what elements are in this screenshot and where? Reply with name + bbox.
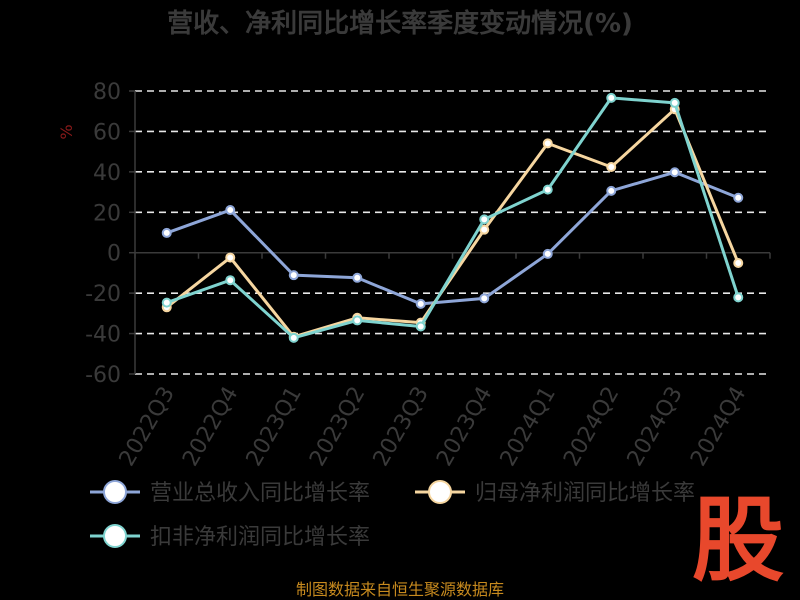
x-tick-label: 2024Q4	[686, 383, 751, 471]
data-point	[542, 138, 553, 149]
data-point	[479, 293, 490, 304]
series-line	[166, 96, 740, 340]
data-point	[415, 298, 426, 309]
data-point	[225, 275, 236, 286]
data-point	[733, 258, 744, 269]
data-point	[479, 214, 490, 225]
data-source-note: 制图数据来自恒生聚源数据库	[296, 580, 504, 599]
legend-label: 营业总收入同比增长率	[150, 481, 370, 506]
x-tick-label: 2024Q3	[623, 383, 688, 471]
y-tick-label: 80	[93, 80, 121, 105]
data-point	[606, 92, 617, 103]
data-point	[161, 297, 172, 308]
legend-item: 扣非净利润同比增长率	[90, 524, 370, 550]
data-point	[225, 252, 236, 263]
y-tick-label: 20	[93, 201, 121, 226]
series-1	[161, 167, 744, 309]
y-tick-labels: 80 60 40 20 0 -20 -40 -60	[85, 80, 121, 388]
legend-marker	[428, 480, 452, 504]
x-tick-label: 2022Q3	[115, 383, 180, 471]
data-point	[352, 272, 363, 283]
legend-item: 营业总收入同比增长率	[90, 480, 370, 506]
gridlines	[135, 90, 770, 375]
legend-item: 归母净利润同比增长率	[415, 480, 695, 506]
data-point	[733, 292, 744, 303]
data-point	[415, 321, 426, 332]
series-line	[166, 170, 739, 306]
y-tick-label: -40	[85, 323, 121, 348]
data-point	[669, 167, 680, 178]
legend-marker	[103, 480, 127, 504]
series-2	[161, 104, 744, 342]
series-3	[161, 92, 744, 343]
data-point	[606, 185, 617, 196]
x-tick-label: 2024Q2	[559, 383, 624, 471]
x-tick-label: 2023Q2	[305, 383, 370, 471]
x-tick-label: 2022Q4	[178, 383, 243, 471]
x-tick-labels: 2022Q32022Q42023Q12023Q22023Q32023Q42024…	[115, 383, 752, 471]
x-tick-label: 2023Q4	[432, 383, 497, 471]
x-tick-label: 2023Q1	[242, 383, 307, 471]
data-point	[225, 205, 236, 216]
data-point	[479, 224, 490, 235]
data-point	[542, 248, 553, 259]
data-point	[161, 227, 172, 238]
y-tick-label: 60	[93, 120, 121, 145]
logo: 股	[692, 487, 784, 594]
x-tick-label: 2024Q1	[496, 383, 561, 471]
y-tick-label: -20	[85, 282, 121, 307]
data-point	[669, 97, 680, 108]
x-tick-label: 2023Q3	[369, 383, 434, 471]
data-point	[288, 332, 299, 343]
chart-title: 营收、净利同比增长率季度变动情况(%)	[167, 8, 633, 39]
data-point	[542, 184, 553, 195]
data-point	[733, 192, 744, 203]
data-point	[606, 162, 617, 173]
series-line	[165, 107, 740, 339]
legend-marker	[103, 524, 127, 548]
axes	[129, 90, 771, 375]
series-group	[161, 92, 744, 343]
y-tick-label: -60	[85, 363, 121, 388]
y-tick-label: 0	[107, 242, 121, 267]
data-point	[352, 315, 363, 326]
y-axis-unit: %	[57, 124, 76, 139]
legend-label: 归母净利润同比增长率	[475, 481, 695, 506]
legend-label: 扣非净利润同比增长率	[150, 525, 370, 550]
data-point	[288, 270, 299, 281]
y-tick-label: 40	[93, 161, 121, 186]
